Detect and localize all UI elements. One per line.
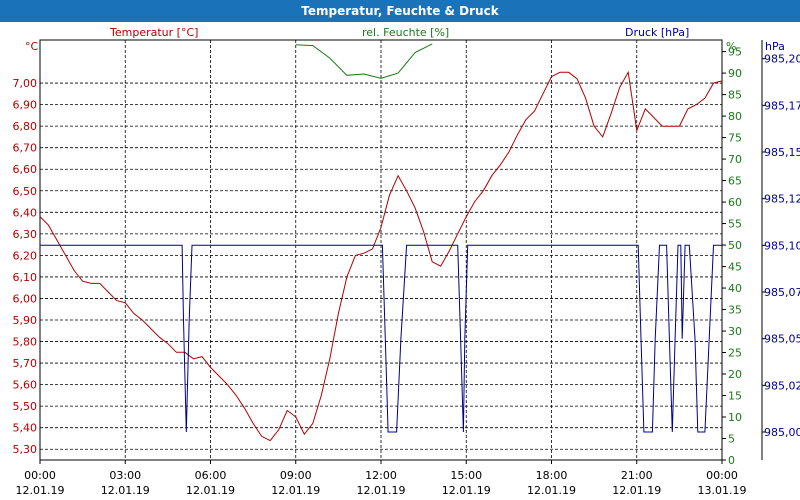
temperature-tick-label: 5,90 (13, 314, 38, 327)
temperature-tick-label: 6,40 (13, 206, 38, 219)
pressure-series-line (40, 244, 722, 433)
pressure-tick-label: 985,15 (764, 146, 800, 159)
temperature-legend-label: Temperatur [°C] (109, 26, 198, 39)
x-tick-time-label: 18:00 (536, 469, 568, 482)
humidity-tick-label: 85 (728, 89, 742, 102)
temperature-tick-label: 5,40 (13, 422, 38, 435)
temperature-tick-label: 6,00 (13, 292, 38, 305)
humidity-tick-label: 65 (728, 175, 742, 188)
humidity-legend-label: rel. Feuchte [%] (362, 26, 449, 39)
humidity-tick-label: 30 (728, 325, 742, 338)
temperature-series-line (39, 70, 723, 442)
pressure-tick-label: 985,12 (764, 193, 800, 206)
x-tick-time-label: 09:00 (280, 469, 312, 482)
temperature-tick-label: 6,50 (13, 185, 38, 198)
pressure-tick-label: 985,07 (764, 286, 800, 299)
x-tick-time-label: 15:00 (450, 469, 482, 482)
axis-labels: 7,00 6,90 6,80 6,70 6,60 6,50 6,40 6,30 6,20 6,10… (13, 46, 800, 497)
x-tick-time-label: 21:00 (621, 469, 653, 482)
grid-lines (39, 40, 766, 464)
humidity-tick-label: 90 (728, 67, 742, 80)
temperature-tick-label: 6,70 (13, 142, 38, 155)
humidity-tick-label: 95 (728, 46, 742, 59)
humidity-tick-label: 50 (728, 239, 742, 252)
temperature-tick-label: 6,90 (13, 99, 38, 112)
x-tick-date-label: 12.01.19 (527, 484, 576, 497)
chart-title: Temperatur, Feuchte & Druck (0, 0, 800, 22)
pressure-axis-unit: hPa (765, 40, 785, 53)
temperature-tick-label: 5,30 (13, 443, 38, 456)
humidity-tick-label: 70 (728, 153, 742, 166)
series-layer (39, 43, 723, 442)
pressure-tick-label: 985,00 (764, 426, 800, 439)
temperature-tick-label: 7,00 (13, 77, 38, 90)
humidity-tick-label: 0 (728, 454, 735, 467)
humidity-tick-label: 10 (728, 411, 742, 424)
temperature-tick-label: 6,30 (13, 228, 38, 241)
x-tick-date-label: 12.01.19 (271, 484, 320, 497)
x-tick-date-label: 13.01.19 (698, 484, 747, 497)
x-tick-time-label: 00:00 (24, 469, 56, 482)
x-tick-date-label: 12.01.19 (16, 484, 65, 497)
pressure-tick-label: 985,05 (764, 333, 800, 346)
x-tick-time-label: 06:00 (195, 469, 227, 482)
pressure-tick-label: 985,10 (764, 239, 800, 252)
temperature-tick-label: 5,80 (13, 336, 38, 349)
humidity-axis-unit: % (726, 40, 736, 53)
pressure-tick-label: 985,17 (764, 99, 800, 112)
pressure-tick-label: 985,20 (764, 53, 800, 66)
temperature-tick-label: 6,10 (13, 271, 38, 284)
humidity-tick-label: 15 (728, 390, 742, 403)
x-tick-time-label: 12:00 (365, 469, 397, 482)
humidity-tick-label: 20 (728, 368, 742, 381)
temperature-tick-label: 6,60 (13, 163, 38, 176)
humidity-tick-label: 25 (728, 347, 742, 360)
x-tick-date-label: 12.01.19 (612, 484, 661, 497)
x-tick-time-label: 03:00 (109, 469, 141, 482)
temperature-tick-label: 5,70 (13, 357, 38, 370)
humidity-tick-label: 75 (728, 132, 742, 145)
humidity-tick-label: 55 (728, 218, 742, 231)
temperature-tick-label: 6,80 (13, 120, 38, 133)
temperature-axis-unit: °C (25, 40, 39, 53)
temperature-tick-label: 5,60 (13, 379, 38, 392)
pressure-tick-label: 985,02 (764, 379, 800, 392)
humidity-series-line (295, 43, 433, 79)
x-tick-date-label: 12.01.19 (186, 484, 235, 497)
x-tick-date-label: 12.01.19 (101, 484, 150, 497)
pressure-legend-label: Druck [hPa] (625, 26, 689, 39)
x-tick-time-label: 00:00 (706, 469, 738, 482)
humidity-tick-label: 40 (728, 282, 742, 295)
humidity-tick-label: 60 (728, 196, 742, 209)
temperature-tick-label: 6,20 (13, 249, 38, 262)
x-tick-date-label: 12.01.19 (357, 484, 406, 497)
humidity-tick-label: 5 (728, 433, 735, 446)
humidity-tick-label: 45 (728, 261, 742, 274)
temperature-tick-label: 5,50 (13, 400, 38, 413)
humidity-tick-label: 35 (728, 304, 742, 317)
humidity-tick-label: 80 (728, 110, 742, 123)
x-tick-date-label: 12.01.19 (442, 484, 491, 497)
